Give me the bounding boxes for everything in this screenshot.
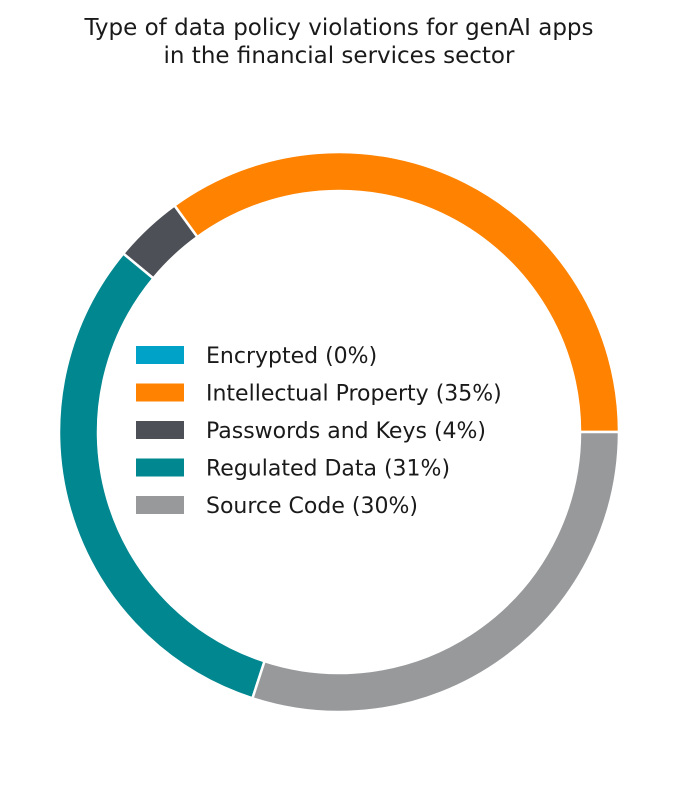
legend-label: Source Code (30%): [206, 494, 418, 519]
chart-title-line-2: in the financial services sector: [163, 43, 515, 69]
legend-swatch: [136, 346, 184, 364]
legend-swatch: [136, 496, 184, 514]
legend-label: Encrypted (0%): [206, 344, 377, 369]
chart-title: Type of data policy violations for genAI…: [0, 14, 678, 70]
legend-item: Source Code (30%): [136, 494, 418, 519]
legend-label: Passwords and Keys (4%): [206, 419, 486, 444]
legend-item: Encrypted (0%): [136, 344, 377, 369]
legend-swatch: [136, 458, 184, 477]
legend-label: Intellectual Property (35%): [206, 382, 502, 407]
legend-item: Intellectual Property (35%): [136, 382, 502, 407]
legend-label: Regulated Data (31%): [206, 457, 450, 482]
legend-swatch: [136, 421, 184, 439]
donut-slices: [57, 150, 621, 714]
chart-title-line-1: Type of data policy violations for genAI…: [84, 15, 594, 41]
legend-item: Regulated Data (31%): [136, 457, 450, 482]
legend-item: Passwords and Keys (4%): [136, 419, 486, 444]
legend-swatch: [136, 383, 184, 402]
slice-source-code-30: [251, 430, 621, 714]
legend: Encrypted (0%) Intellectual Property (35%…: [136, 344, 502, 519]
